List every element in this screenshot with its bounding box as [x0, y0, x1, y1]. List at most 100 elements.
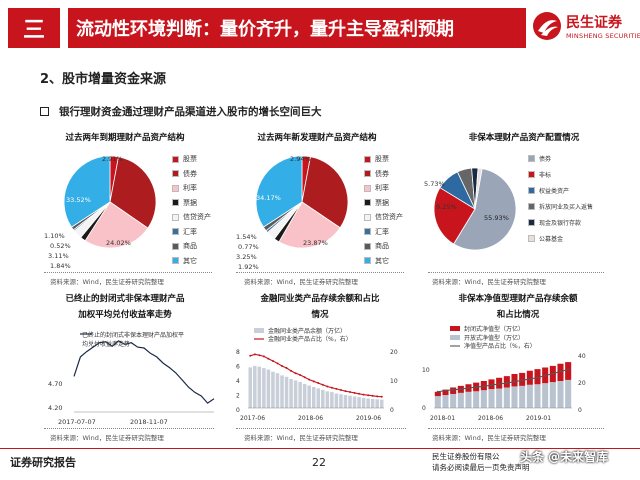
- legend-label: 股票: [375, 155, 389, 163]
- pie2-label-4: 1.54%: [236, 233, 257, 241]
- y-tick-left: 2: [236, 393, 240, 400]
- balance-bar: [325, 391, 330, 408]
- legend-swatch: [172, 155, 179, 163]
- balance-bar: [284, 376, 289, 408]
- legend-swatch: [528, 187, 535, 194]
- minsheng-logo-icon: [533, 12, 561, 40]
- share-point: [276, 362, 279, 365]
- balance-bar: [307, 385, 311, 408]
- pie-slice: [63, 155, 111, 228]
- share-point: [380, 395, 383, 398]
- share-point: [339, 389, 342, 392]
- footer-rule: [0, 448, 640, 449]
- y-tick-left: 0: [236, 407, 240, 414]
- legend-swatch: [172, 257, 179, 264]
- legend-swatch: [364, 199, 371, 206]
- pie1-label-5: 0.52%: [50, 242, 71, 250]
- legend-item: 债券: [172, 169, 197, 179]
- closed-nav-bar: [434, 391, 441, 397]
- closed-nav-bar: [511, 373, 518, 387]
- pie1-source-rule: [44, 272, 212, 273]
- legend-swatch: [172, 242, 179, 250]
- open-nav-bar: [534, 384, 541, 408]
- pie2-label-rate: 23.87%: [303, 239, 328, 247]
- pie2-label-7: 1.92%: [238, 263, 259, 271]
- section-subtitle: 2、股市增量资金来源: [40, 72, 167, 87]
- pie1-label-other: 33.52%: [66, 196, 91, 204]
- bar1-source-rule: [236, 428, 406, 429]
- line-source: 资料来源：Wind，民生证券研究院整理: [50, 434, 164, 442]
- nav-share-point: [536, 376, 539, 379]
- legend-item: 债券: [364, 169, 389, 179]
- legend-swatch: [364, 242, 371, 250]
- bullet-point: 银行理财资金通过理财产品渠道进入股市的增长空间巨大: [40, 104, 322, 119]
- legend-label: 封闭式净值型（万亿）: [464, 325, 524, 333]
- balance-bar: [316, 388, 321, 408]
- share-point: [285, 366, 288, 369]
- share-point: [349, 391, 351, 394]
- share-point: [308, 378, 311, 381]
- share-point: [353, 391, 356, 394]
- legend-item: 非标: [528, 170, 551, 179]
- pie2-title: 过去两年新发理财产品资产结构: [257, 133, 377, 143]
- legend-item: 拆放同业及买入返售: [528, 202, 593, 211]
- line-xtick-2: 2018-11-07: [130, 418, 168, 426]
- y-tick-left: 6: [236, 364, 240, 371]
- legend-label: 拆放同业及买入返售: [539, 204, 594, 211]
- legend-swatch: [364, 184, 371, 192]
- legend-label: 债券: [539, 156, 552, 163]
- pie-slice: [301, 156, 349, 229]
- nav-share-point: [482, 385, 485, 388]
- legend-swatch: [450, 335, 460, 340]
- balance-bar: [302, 384, 307, 408]
- balance-bar: [275, 373, 280, 408]
- legend-swatch: [364, 155, 371, 163]
- open-nav-bar: [557, 381, 564, 408]
- y-tick-right: 0: [390, 407, 394, 414]
- legend-label: 公募基金: [539, 236, 564, 243]
- legend-swatch: [528, 219, 535, 226]
- balance-bar: [343, 394, 348, 408]
- bar2-title-2: 和占比情况: [496, 310, 540, 320]
- bar2-source-rule: [428, 428, 604, 429]
- pie3-label-2: 9.25%: [436, 203, 457, 211]
- legend-swatch: [172, 170, 179, 177]
- legend-swatch: [528, 203, 535, 210]
- nav-share-point: [513, 380, 516, 383]
- line-legend-2: 均兑付收益率走势: [82, 341, 131, 348]
- y-tick-right: 0: [578, 407, 582, 414]
- legend-label: 债券: [375, 169, 389, 178]
- logo-text-en: MINSHENG SECURITIES: [566, 32, 640, 40]
- pie-slice: [109, 156, 157, 229]
- pie-slice: [84, 201, 149, 249]
- line-source-rule: [44, 428, 214, 429]
- legend-swatch: [364, 213, 371, 221]
- legend-label: 商品: [375, 242, 389, 250]
- share-point: [262, 355, 265, 358]
- balance-bar: [357, 397, 361, 408]
- open-nav-bar: [549, 382, 556, 408]
- pie2-source-rule: [236, 272, 404, 273]
- legend-label: 净值型产品占比（%，右）: [464, 342, 536, 350]
- legend-swatch: [172, 199, 179, 206]
- closed-nav-bar: [565, 362, 572, 380]
- balance-bar: [271, 371, 275, 408]
- share-point: [362, 393, 365, 396]
- legend-label: 信贷资产: [183, 213, 211, 221]
- legend-item: 信贷资产: [172, 212, 211, 222]
- legend-item: 商品: [172, 241, 197, 251]
- legend-label: 非标: [539, 172, 552, 179]
- share-point: [367, 394, 370, 397]
- share-point: [312, 380, 315, 383]
- share-point: [317, 382, 320, 385]
- pie3-label-3: 55.93%: [484, 214, 509, 222]
- legend-label: 汇率: [375, 227, 389, 236]
- x-tick: 2019-06: [356, 415, 381, 422]
- legend-item: 债券: [528, 154, 551, 163]
- footer-report-label: 证券研究报告: [10, 456, 76, 469]
- nav-share-point: [505, 382, 508, 385]
- square-bullet-icon: [40, 107, 49, 116]
- logo-text-cn: 民生证券: [566, 15, 622, 31]
- y-tick-left: 4: [236, 378, 240, 385]
- legend-item: 汇率: [172, 227, 197, 237]
